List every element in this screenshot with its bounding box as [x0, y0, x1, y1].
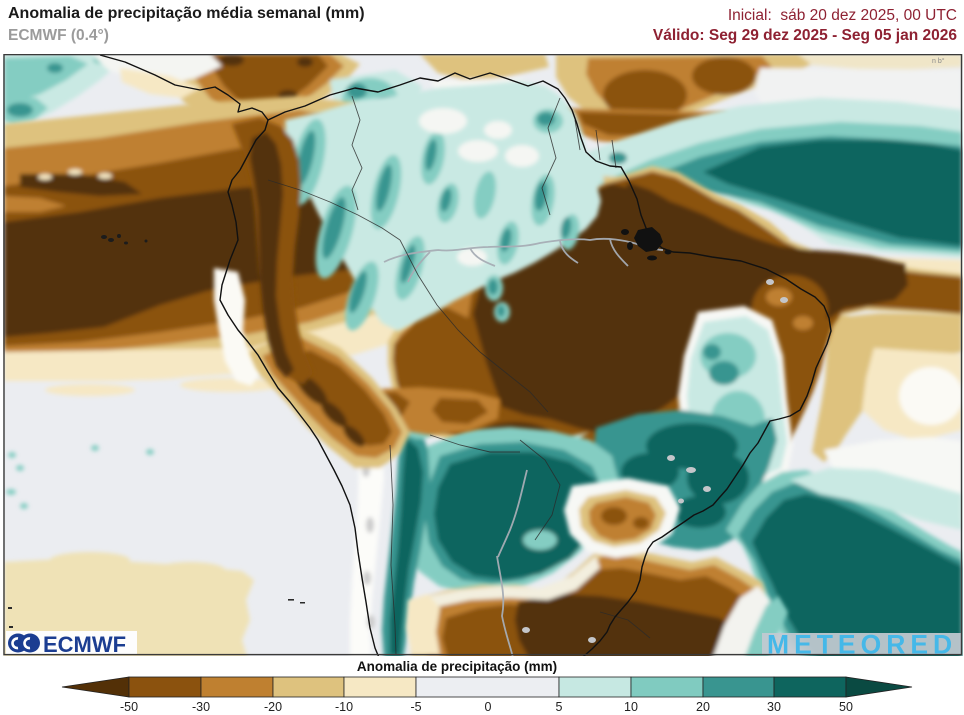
svg-text:30: 30	[767, 700, 781, 714]
svg-text:n b°: n b°	[932, 57, 945, 65]
svg-text:-50: -50	[120, 700, 138, 714]
svg-text:-5: -5	[410, 700, 421, 714]
svg-text:-10: -10	[335, 700, 353, 714]
svg-text:Anomalia de precipitação (mm): Anomalia de precipitação (mm)	[357, 659, 557, 674]
svg-text:-20: -20	[264, 700, 282, 714]
svg-text:ECMWF: ECMWF	[43, 632, 126, 656]
svg-text:-30: -30	[192, 700, 210, 714]
svg-text:5: 5	[556, 700, 563, 714]
svg-text:10: 10	[624, 700, 638, 714]
svg-text:METEORED: METEORED	[767, 630, 957, 657]
svg-text:50: 50	[839, 700, 853, 714]
svg-text:20: 20	[696, 700, 710, 714]
svg-text:0: 0	[485, 700, 492, 714]
